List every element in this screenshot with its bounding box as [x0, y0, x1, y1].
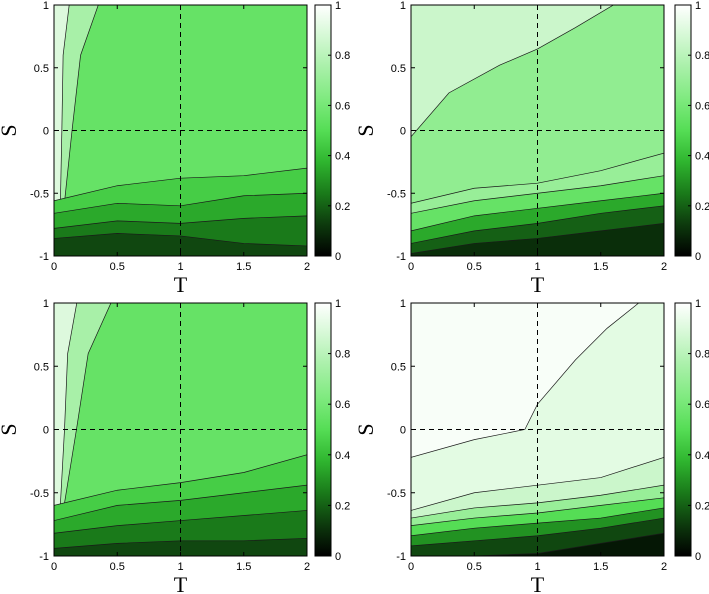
y-tick-label: -1: [39, 251, 49, 263]
y-tick-label: 0.5: [391, 361, 406, 373]
x-tick-label: 0.5: [110, 261, 125, 273]
y-tick-label: 1: [400, 298, 406, 310]
colorbar-tick-label: 1: [335, 0, 341, 12]
colorbar-tick-label: 0.8: [695, 50, 709, 62]
colorbar-tick-label: 1: [695, 298, 701, 310]
colorbar-tick-label: 1: [335, 298, 341, 310]
y-tick-label: -0.5: [30, 188, 49, 200]
x-axis-label: T: [174, 572, 188, 594]
plot-area: [411, 5, 664, 256]
y-tick-label: -1: [396, 551, 406, 563]
y-tick-label: -0.5: [387, 488, 406, 500]
colorbar-tick-label: 0.2: [335, 500, 350, 512]
y-tick-label: -0.5: [30, 488, 49, 500]
y-tick-label: 1: [400, 0, 406, 12]
x-tick-label: 0: [51, 561, 57, 573]
colorbar-tick-label: 0.8: [335, 349, 350, 361]
x-tick-label: 2: [661, 261, 667, 273]
y-tick-label: -1: [396, 251, 406, 263]
colorbar-tick-label: 0.6: [695, 100, 709, 112]
plot-area: [411, 303, 664, 556]
x-axis-label: T: [531, 572, 545, 594]
contour-region: [54, 303, 112, 556]
x-tick-label: 2: [304, 261, 310, 273]
x-tick-label: 2: [304, 561, 310, 573]
x-tick-label: 1.5: [236, 261, 251, 273]
y-tick-label: 1: [43, 0, 49, 12]
y-tick-label: -1: [39, 551, 49, 563]
colorbar: [314, 4, 332, 257]
x-tick-label: 2: [661, 561, 667, 573]
y-tick-label: 0: [43, 425, 49, 437]
y-axis-label: S: [0, 124, 21, 136]
y-tick-label: 0.5: [391, 63, 406, 75]
x-tick-label: 1.5: [593, 561, 608, 573]
colorbar: [314, 302, 332, 557]
x-tick-label: 0.5: [110, 561, 125, 573]
y-axis-label: S: [0, 423, 21, 435]
x-axis-label: T: [531, 272, 545, 297]
colorbar-tick-label: 0.2: [695, 201, 709, 213]
y-axis-label: S: [353, 423, 378, 435]
colorbar-tick-label: 1: [695, 0, 701, 12]
x-tick-label: 1.5: [236, 561, 251, 573]
colorbar-tick-label: 0: [335, 251, 341, 263]
contour-region: [411, 5, 615, 138]
colorbar: [674, 4, 692, 257]
x-tick-label: 0: [408, 561, 414, 573]
colorbar-tick-label: 0.6: [335, 100, 350, 112]
x-tick-label: 1: [177, 261, 183, 273]
contour-region: [411, 532, 664, 556]
colorbar-tick-label: 0.8: [695, 349, 709, 361]
colorbar-tick-label: 0: [695, 251, 701, 263]
y-axis-label: S: [353, 124, 378, 136]
x-tick-label: 0: [408, 261, 414, 273]
x-tick-label: 0.5: [467, 561, 482, 573]
y-tick-label: 1: [43, 298, 49, 310]
x-tick-label: 0: [51, 261, 57, 273]
x-axis-label: T: [174, 272, 188, 297]
x-tick-label: 1: [534, 561, 540, 573]
y-tick-label: 0.5: [34, 63, 49, 75]
y-tick-label: 0: [400, 425, 406, 437]
contour-region: [54, 233, 307, 256]
y-tick-label: -0.5: [387, 188, 406, 200]
colorbar-tick-label: 0.4: [695, 151, 709, 163]
colorbar-tick-label: 0: [335, 551, 341, 563]
y-tick-label: 0: [400, 126, 406, 138]
plot-area: [54, 5, 307, 256]
colorbar: [674, 302, 692, 557]
colorbar-tick-label: 0.6: [335, 399, 350, 411]
colorbar-tick-label: 0.2: [695, 500, 709, 512]
contour-region: [54, 303, 78, 556]
x-tick-label: 0.5: [467, 261, 482, 273]
y-tick-label: 0: [43, 126, 49, 138]
x-tick-label: 1.5: [593, 261, 608, 273]
colorbar-tick-label: 0.4: [335, 450, 350, 462]
colorbar-tick-label: 0.8: [335, 50, 350, 62]
plot-area: [54, 303, 307, 556]
contour-region: [54, 5, 99, 256]
colorbar-tick-label: 0.4: [695, 450, 709, 462]
colorbar-tick-label: 0: [695, 551, 701, 563]
x-tick-label: 1: [177, 561, 183, 573]
colorbar-tick-label: 0.6: [695, 399, 709, 411]
x-tick-label: 1: [534, 261, 540, 273]
y-tick-label: 0.5: [34, 361, 49, 373]
colorbar-tick-label: 0.2: [335, 201, 350, 213]
colorbar-tick-label: 0.4: [335, 151, 350, 163]
